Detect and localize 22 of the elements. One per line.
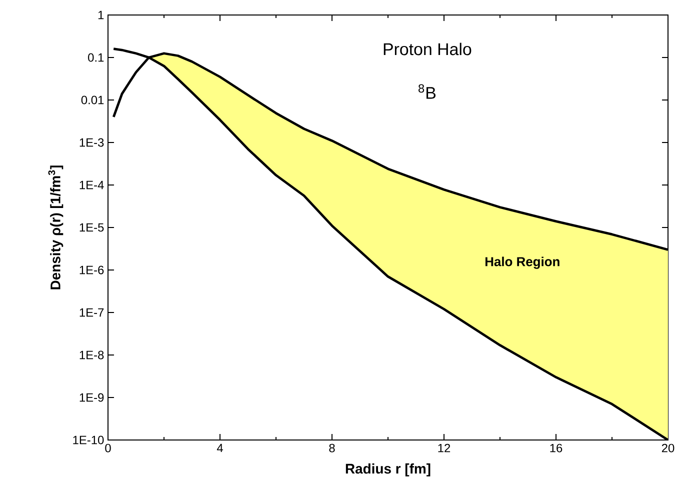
x-axis-title: Radius r [fm]	[346, 463, 430, 476]
y-tick-label: 1	[98, 10, 104, 20]
text: Proton Halo	[384, 42, 472, 56]
y-tick-label: 1E-9	[80, 393, 104, 402]
y-tick-label: 0.1	[88, 53, 104, 62]
y-tick-label: 1E-3	[80, 138, 104, 147]
y-tick-label: 1E-8	[80, 350, 104, 360]
text: $^{8}$B	[418, 84, 436, 99]
y-tick-label: 1E-4	[80, 180, 104, 190]
y-tick-label: 1E-6	[80, 266, 104, 274]
x-tick-label: 0	[105, 444, 111, 452]
x-tick-label: 12	[438, 444, 450, 452]
x-tick-label: 20	[662, 444, 674, 452]
y-tick-label: 1E-5	[80, 223, 104, 232]
y-tick-label: 1E-7	[80, 308, 104, 317]
x-tick-label: 8	[329, 444, 335, 452]
y-axis-title: Density ρ(r) [1/fm$^{3}$]	[48, 166, 64, 290]
y-tick-label: 0.01	[81, 96, 104, 104]
x-tick-label: 16	[550, 444, 562, 452]
annotation: Halo Region	[485, 256, 560, 269]
x-tick-label: 4	[216, 444, 223, 452]
y-tick-label: 1E-10	[73, 436, 104, 444]
